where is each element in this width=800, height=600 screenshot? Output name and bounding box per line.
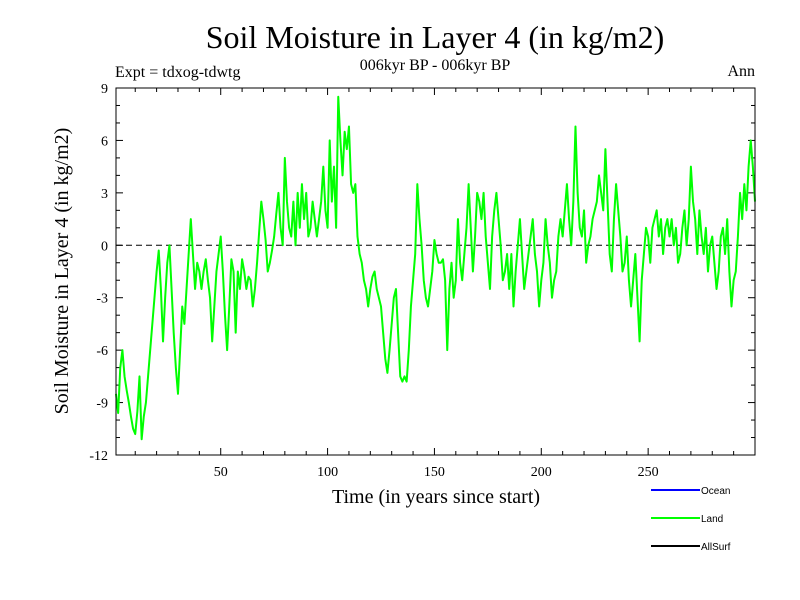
x-tick-label: 100 [317,465,338,480]
y-tick-label: -9 [96,397,108,412]
x-tick-label: 150 [424,465,445,480]
y-tick-label: 0 [101,239,108,254]
plot-frame [115,87,756,456]
y-tick-label: -3 [96,292,108,307]
y-axis-label: Soil Moisture in Layer 4 (in kg/m2) [51,128,73,415]
y-tick-label: 3 [101,187,108,202]
y-tick-label: -6 [96,344,108,359]
season-label: Ann [727,63,755,80]
experiment-label: Expt = tdxog-tdwtg [115,64,240,81]
legend: Ocean Land AllSurf [651,486,731,553]
series-line-land [115,95,756,441]
x-tick-label: 200 [531,465,552,480]
x-axis-ticks [134,88,735,455]
chart-subtitle: 006kyr BP - 006kyr BP [360,57,511,74]
y-tick-label: 9 [101,82,108,97]
legend-label-ocean: Ocean [701,486,730,497]
x-axis-label: Time (in years since start) [332,486,540,508]
y-tick-label: 6 [101,134,108,149]
legend-label-allsurf: AllSurf [701,542,731,553]
x-tick-label: 50 [214,465,228,480]
x-tick-label: 250 [638,465,659,480]
legend-label-land: Land [701,514,723,525]
series-layer [115,95,756,441]
x-axis-tick-labels: 50 100 150 200 250 [214,465,659,480]
chart-title: Soil Moisture in Layer 4 (in kg/m2) [206,19,665,55]
y-tick-label: -12 [89,449,108,464]
y-axis-tick-labels: 9 6 3 0 -3 -6 -9 -12 [89,82,108,464]
